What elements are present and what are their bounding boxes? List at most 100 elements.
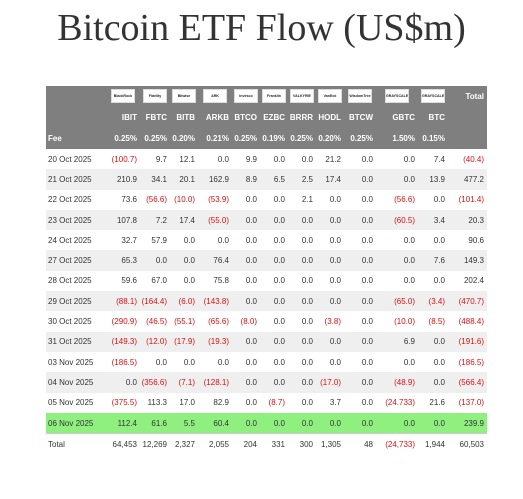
flow-cell: 61.6 [140,412,170,434]
flow-cell: 8.9 [245,174,257,184]
flow-cell: (3.8) [324,317,341,327]
flow-cell: 0.0 [273,317,285,327]
fund-logo-cell: BlackRock [106,86,140,107]
flow-cell: 0.0 [361,154,373,164]
fund-logo-cell: VALKYRIE [288,86,316,107]
flow-cell: 0.0 [245,276,257,286]
flow-cell: 0.0 [273,235,285,245]
flow-cell: 0.0 [245,195,257,205]
flow-cell: 0.0 [418,412,448,434]
fund-logo-cell: WisdomTree [344,86,376,107]
flow-cell: 107.8 [116,215,137,225]
flow-cell: 3.4 [433,215,445,225]
ticker-cell: BITB [170,107,198,128]
flow-cell: (6.0) [178,296,195,306]
ticker-cell: GBTC [376,107,418,128]
date-cell: 27 Oct 2025 [48,256,92,266]
flow-cell: 0.0 [329,256,341,266]
flow-cell: (55.0) [208,215,229,225]
flow-cell: 0.0 [403,256,415,266]
fund-logo-icon: GRAYSCALE [421,88,445,103]
fee-cell: 0.20% [316,128,344,149]
date-cell: 24 Oct 2025 [48,235,92,245]
table-row: 27 Oct 2025 65.3 0.0 0.0 76.4 0.0 0.0 0.0 0.0 0.0… [46,250,487,271]
table-row: 21 Oct 2025 210.9 34.1 20.1 162.9 8.9 6.5 2.5 17… [46,169,487,190]
flow-cell: 0.0 [403,276,415,286]
flow-cell: (17.9) [174,337,195,347]
flow-cell: 20.1 [179,174,195,184]
flow-cell: 0.0 [301,337,313,347]
flow-cell: 0.0 [344,412,376,434]
flow-cell: (375.5) [111,398,137,408]
fee-cell: 0.25% [288,128,316,149]
flow-cell: (46.5) [146,317,167,327]
flow-cell: 13.9 [429,174,445,184]
flow-cell: 0.0 [301,235,313,245]
flow-cell: (8.5) [428,317,445,327]
flow-cell: 0.0 [288,412,316,434]
row-total-cell: (186.5) [458,357,484,367]
table-row: 05 Nov 2025 (375.5) 113.3 17.0 82.9 0.0 (8.7) 0… [46,393,487,413]
flow-cell: 0.0 [329,357,341,367]
date-cell: 06 Nov 2025 [46,412,106,434]
ticker-cell: HODL [316,107,344,128]
flow-cell: (53.9) [208,195,229,205]
flow-cell: 0.0 [273,377,285,387]
fund-logo-cell: VanEck [316,86,344,107]
flow-cell: 0.0 [301,398,313,408]
ticker-cell: FBTC [140,107,170,128]
fund-logo-icon: Invesco [234,88,258,103]
flow-cell: 0.0 [433,337,445,347]
flow-cell: 0.0 [329,276,341,286]
flow-cell: 0.0 [301,154,313,164]
flow-cell: 0.0 [155,256,167,266]
flow-cell: 9.9 [245,154,257,164]
flow-cell: 0.0 [301,296,313,306]
table-row: 29 Oct 2025 (88.1) (164.4) (6.0) (143.8) 0.0 0… [46,291,487,312]
flow-cell: 0.0 [245,357,257,367]
fund-logo-icon: ARK [203,88,227,103]
fund-logo-cell: ARK [198,86,232,107]
row-total-cell: (566.4) [458,377,484,387]
flow-cell: 0.0 [361,337,373,347]
flow-cell: 67.0 [151,276,167,286]
flow-cell: 0.0 [433,276,445,286]
flow-cell: 0.0 [361,174,373,184]
flow-cell: 0.0 [125,377,137,387]
ticker-cell: IBIT [106,107,140,128]
row-total-cell: 477.2 [463,174,484,184]
page-title: Bitcoin ETF Flow (US$m) [57,7,466,49]
flow-cell: 5.5 [170,412,198,434]
fee-cell: 0.25% [106,128,140,149]
fund-logo-icon: Bitwise [172,88,196,103]
flow-cell: (7.1) [178,377,195,387]
flow-cell: (8.0) [240,317,257,327]
flow-cell: 0.0 [245,235,257,245]
etf-flow-table: BlackRock Fidelity Bitwise ARK Invesco Frankl… [46,86,487,455]
flow-cell: 0.0 [245,296,257,306]
flow-cell: 3.7 [329,398,341,408]
row-total-cell: 239.9 [448,412,487,434]
flow-cell: 7.4 [433,154,445,164]
flow-cell: 0.0 [301,256,313,266]
flow-cell: 0.0 [301,357,313,367]
fund-logo-icon: VanEck [318,88,342,103]
ticker-cell: EZBC [260,107,288,128]
table-row: 06 Nov 2025 112.4 61.6 5.5 60.4 0.0 0.0 0.0 0.0 0… [46,412,487,434]
flow-cell: 0.0 [301,215,313,225]
flow-cell: 0.0 [183,235,195,245]
flow-cell: 6.9 [403,337,415,347]
fund-total-cell: 1,305 [316,433,344,455]
fee-cell: 0.25% [232,128,260,149]
fund-total-cell: 204 [232,433,260,455]
flow-cell: 0.0 [361,195,373,205]
flow-cell: 0.0 [260,412,288,434]
fund-logo-cell: Invesco [232,86,260,107]
flow-cell: 7.6 [433,256,445,266]
fund-total-cell: 64,453 [106,433,140,455]
flow-cell: (65.6) [208,317,229,327]
flow-cell: (10.0) [174,195,195,205]
flow-cell: 12.1 [179,154,195,164]
table-row: 22 Oct 2025 73.6 (56.6) (10.0) (53.9) 0.0 0.0 2… [46,190,487,210]
table-row: 04 Nov 2025 0.0 (356.6) (7.1) (128.1) 0.0 0.0 0… [46,372,487,393]
